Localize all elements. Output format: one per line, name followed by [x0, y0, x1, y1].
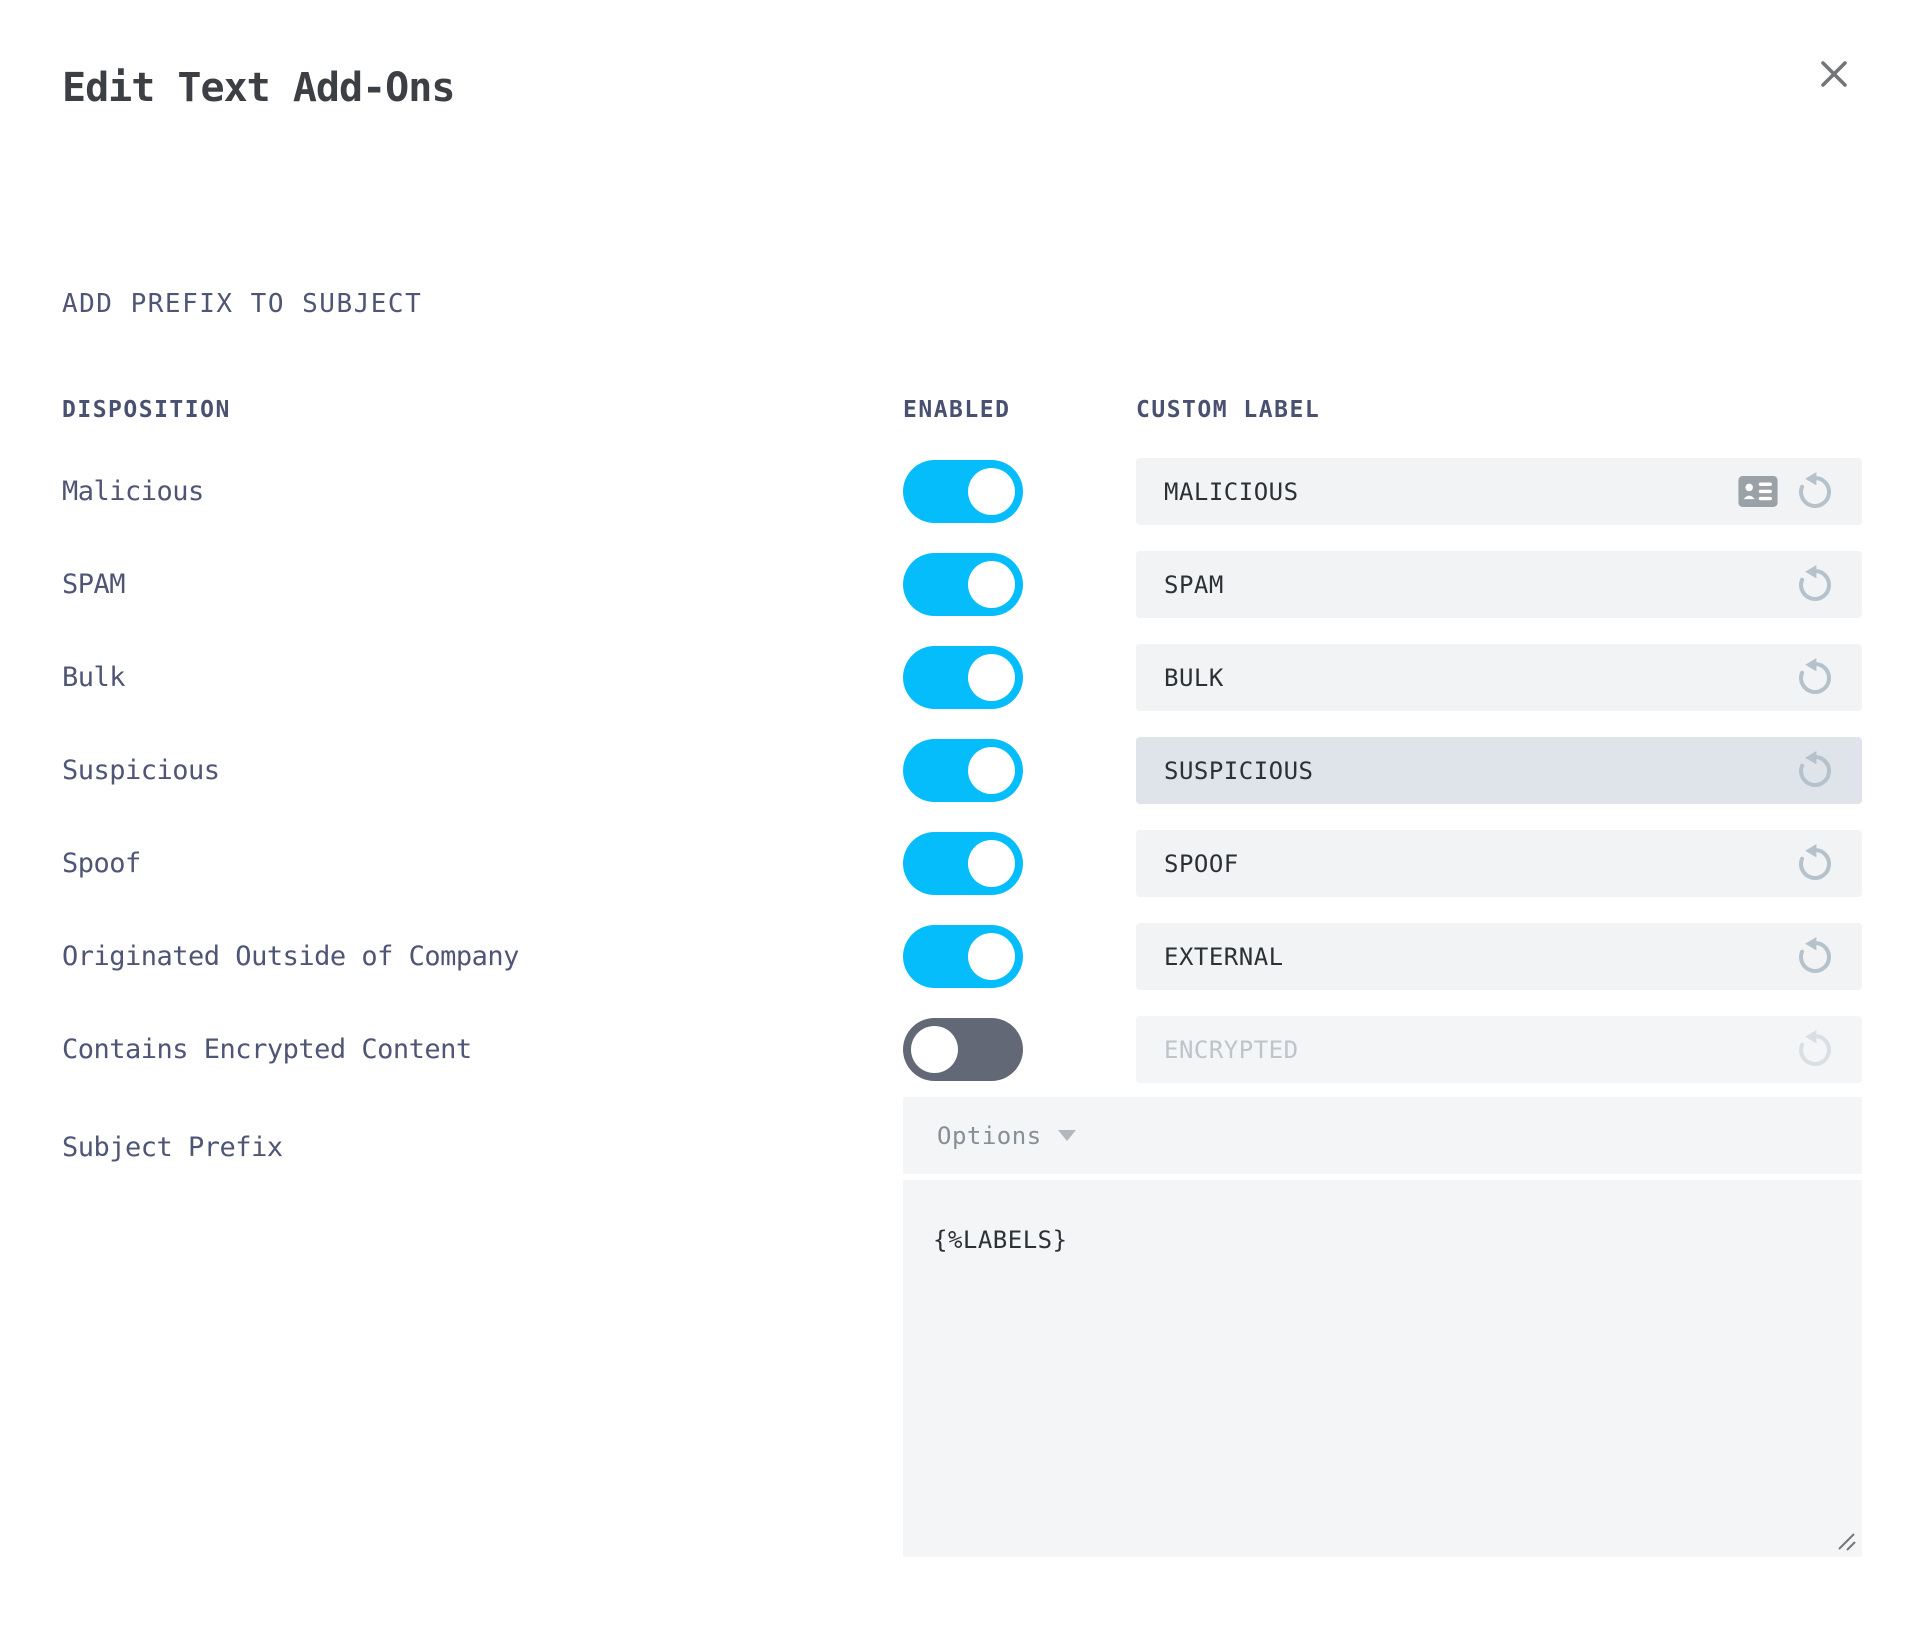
subject-prefix-textarea[interactable]: {%LABELS} — [903, 1180, 1862, 1557]
enabled-toggle[interactable] — [903, 739, 1023, 802]
disposition-label: Suspicious — [62, 755, 220, 786]
custom-label-input[interactable]: EXTERNAL — [1136, 923, 1862, 990]
table-row: Suspicious SUSPICIOUS — [62, 724, 1862, 817]
table-row: SPAM SPAM — [62, 538, 1862, 631]
chevron-down-icon — [1057, 1130, 1076, 1141]
toggle-knob — [968, 561, 1015, 608]
custom-label-value: MALICIOUS — [1164, 477, 1299, 506]
subject-prefix-value: {%LABELS} — [933, 1226, 1068, 1254]
toggle-knob — [968, 654, 1015, 701]
custom-label-value: SUSPICIOUS — [1164, 756, 1314, 785]
custom-label-value: EXTERNAL — [1164, 942, 1284, 971]
enabled-toggle[interactable] — [903, 925, 1023, 988]
disposition-label: Bulk — [62, 662, 126, 693]
section-heading: ADD PREFIX TO SUBJECT — [62, 289, 423, 319]
options-dropdown[interactable]: Options — [903, 1097, 1862, 1174]
reset-undo-icon[interactable] — [1794, 564, 1836, 606]
custom-label-value: ENCRYPTED — [1164, 1035, 1299, 1064]
custom-label-input: ENCRYPTED — [1136, 1016, 1862, 1083]
custom-label-input[interactable]: SPOOF — [1136, 830, 1862, 897]
custom-label-value: SPAM — [1164, 570, 1224, 599]
custom-label-input[interactable]: SUSPICIOUS — [1136, 737, 1862, 804]
subject-prefix-row: Subject Prefix Options {%LABELS} — [62, 1096, 1862, 1557]
enabled-toggle[interactable] — [903, 553, 1023, 616]
toggle-knob — [968, 933, 1015, 980]
enabled-toggle[interactable] — [903, 832, 1023, 895]
header-enabled: ENABLED — [903, 397, 1011, 423]
options-dropdown-label: Options — [937, 1121, 1042, 1150]
close-button[interactable] — [1814, 54, 1854, 94]
table-row: Bulk BULK — [62, 631, 1862, 724]
contact-card-icon[interactable] — [1738, 476, 1778, 507]
table-row: Malicious MALICIOUS — [62, 445, 1862, 538]
disposition-label: Contains Encrypted Content — [62, 1034, 472, 1065]
toggle-knob — [968, 747, 1015, 794]
table-row: Spoof SPOOF — [62, 817, 1862, 910]
header-disposition: DISPOSITION — [62, 397, 231, 423]
custom-label-value: SPOOF — [1164, 849, 1239, 878]
prefix-table: DISPOSITION ENABLED CUSTOM LABEL Malicio… — [62, 375, 1862, 1557]
disposition-label: Originated Outside of Company — [62, 941, 519, 972]
disposition-label: Spoof — [62, 848, 141, 879]
table-row: Contains Encrypted Content ENCRYPTED — [62, 1003, 1862, 1096]
enabled-toggle[interactable] — [903, 460, 1023, 523]
close-icon — [1821, 61, 1847, 87]
enabled-toggle[interactable] — [903, 1018, 1023, 1081]
enabled-toggle[interactable] — [903, 646, 1023, 709]
reset-undo-icon — [1799, 1029, 1832, 1066]
toggle-knob — [968, 468, 1015, 515]
custom-label-input[interactable]: MALICIOUS — [1136, 458, 1862, 525]
reset-undo-icon[interactable] — [1794, 471, 1836, 513]
disposition-label: Malicious — [62, 476, 204, 507]
subject-prefix-label: Subject Prefix — [62, 1132, 283, 1163]
toggle-knob — [911, 1026, 958, 1073]
custom-label-input[interactable]: BULK — [1136, 644, 1862, 711]
reset-undo-icon[interactable] — [1794, 657, 1836, 699]
table-row: Originated Outside of Company EXTERNAL — [62, 910, 1862, 1003]
custom-label-value: BULK — [1164, 663, 1224, 692]
reset-undo-icon[interactable] — [1794, 750, 1836, 792]
toggle-knob — [968, 840, 1015, 887]
table-header-row: DISPOSITION ENABLED CUSTOM LABEL — [62, 375, 1862, 445]
header-custom-label: CUSTOM LABEL — [1136, 397, 1321, 423]
reset-undo-icon[interactable] — [1794, 936, 1836, 978]
custom-label-input[interactable]: SPAM — [1136, 551, 1862, 618]
resize-handle-icon[interactable] — [1836, 1531, 1856, 1551]
disposition-label: SPAM — [62, 569, 126, 600]
reset-undo-icon[interactable] — [1794, 843, 1836, 885]
dialog-title: Edit Text Add-Ons — [62, 65, 455, 111]
